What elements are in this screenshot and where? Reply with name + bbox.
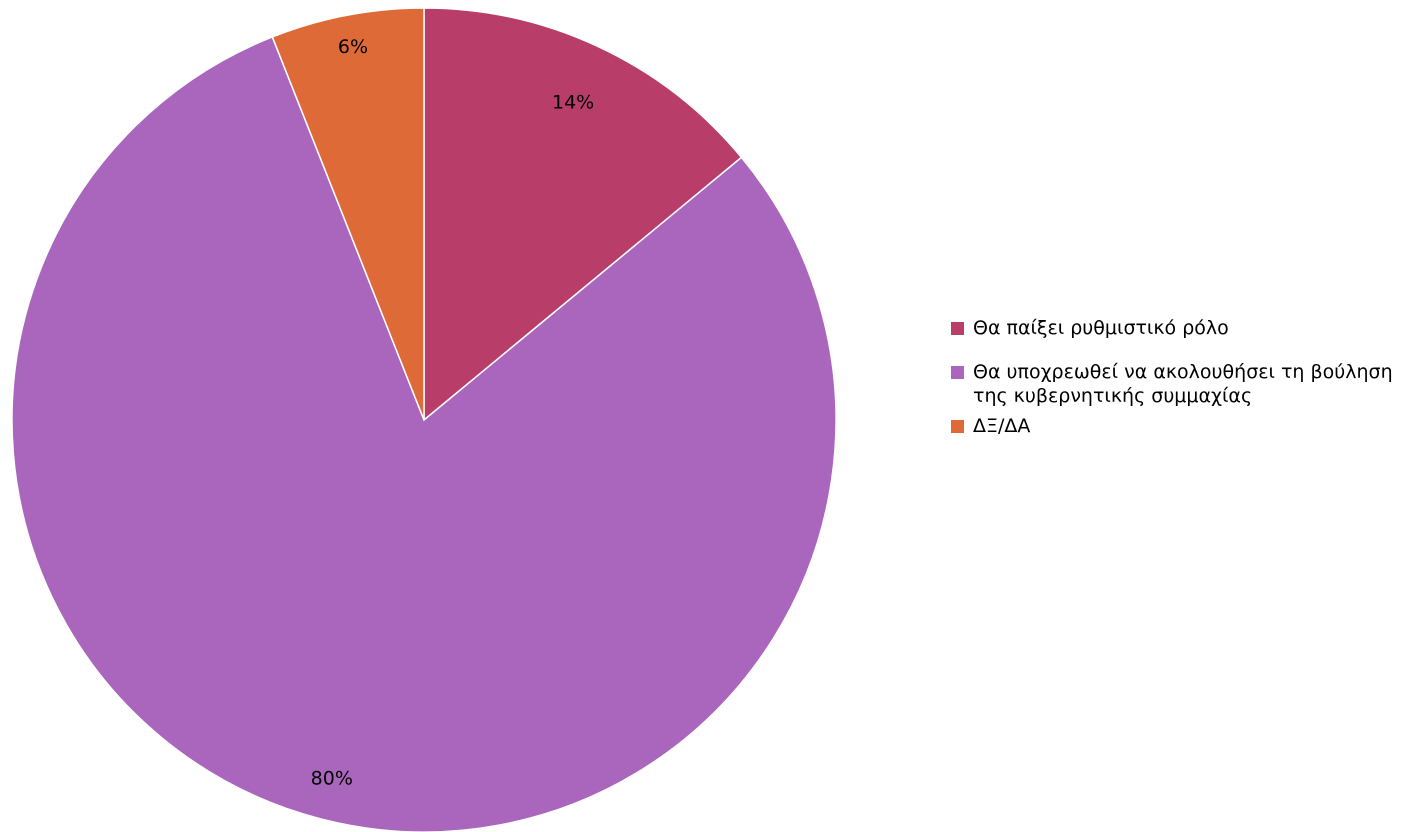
legend-item-dont-know: ΔΞ/ΔΑ: [951, 414, 1421, 438]
pie-data-labels: 14% 80% 6%: [311, 36, 595, 789]
slice-value-label: 6%: [338, 36, 368, 58]
pie-slices: [11, 7, 837, 832]
legend-item-regulatory-role: Θα παίξει ρυθμιστικό ρόλο: [951, 316, 1421, 340]
slice-value-label: 14%: [552, 92, 594, 114]
legend-swatch: [951, 366, 964, 379]
legend: Θα παίξει ρυθμιστικό ρόλο Θα υποχρεωθεί …: [951, 316, 1421, 458]
legend-swatch: [951, 322, 964, 335]
pie-slice-regulatory-role: [423, 7, 743, 422]
legend-label: Θα υποχρεωθεί να ακολουθήσει τη βούληση …: [973, 361, 1393, 407]
legend-label: ΔΞ/ΔΑ: [973, 415, 1031, 437]
pie-slice-dont-know: [271, 7, 425, 421]
slice-value-label: 80%: [311, 768, 353, 790]
legend-item-follow-coalition: Θα υποχρεωθεί να ακολουθήσει τη βούληση …: [951, 360, 1421, 408]
legend-swatch: [951, 420, 964, 433]
pie-slice-follow-coalition: [11, 35, 837, 832]
legend-label: Θα παίξει ρυθμιστικό ρόλο: [973, 317, 1229, 339]
